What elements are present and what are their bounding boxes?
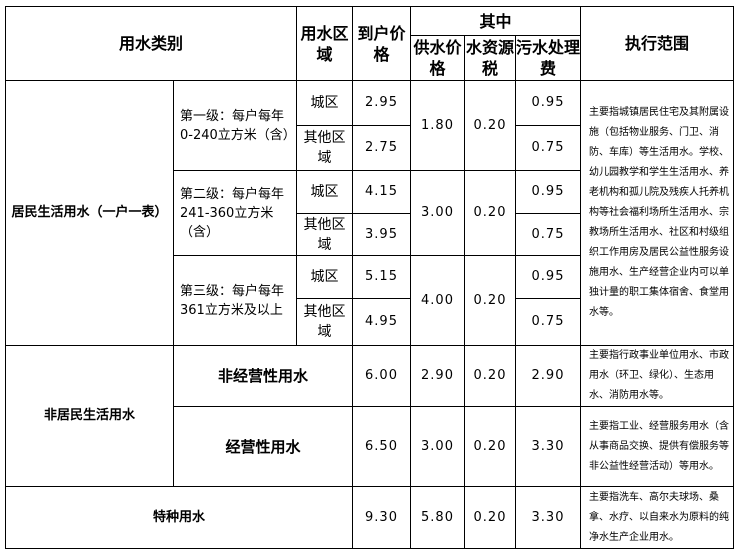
level-3-label: 第三级：每户每年361立方米及以上: [173, 255, 297, 346]
header-scope: 执行范围: [580, 6, 734, 81]
sewage: 3.30: [515, 486, 581, 549]
supply: 2.90: [410, 345, 465, 407]
sewage: 3.30: [515, 406, 581, 487]
tax: 0.20: [464, 80, 516, 171]
operating-scope: 主要指工业、经营服务用水（含从事商品交换、提供有偿服务等非公益性经营活动）等用水…: [580, 406, 734, 487]
price: 2.95: [352, 80, 411, 126]
header-category: 用水类别: [5, 6, 297, 81]
area: 城区: [296, 80, 353, 126]
supply: 4.00: [410, 255, 465, 346]
special-category: 特种用水: [5, 486, 353, 549]
price: 5.15: [352, 255, 411, 299]
area: 其他区域: [296, 213, 353, 256]
price: 9.30: [352, 486, 411, 549]
supply: 3.00: [410, 406, 465, 487]
price: 6.50: [352, 406, 411, 487]
area: 其他区域: [296, 125, 353, 171]
water-price-table: 用水类别 用水区域 到户价格 其中 执行范围 供水价格 水资源税 污水处理费 居…: [5, 6, 734, 549]
operating-label: 经营性用水: [173, 406, 353, 487]
tax: 0.20: [464, 486, 516, 549]
sewage: 0.75: [515, 125, 581, 171]
area: 城区: [296, 170, 353, 214]
sewage: 0.95: [515, 255, 581, 299]
level-2-label: 第二级：每户每年 241-360立方米（含）: [173, 170, 297, 256]
non-operating-scope: 主要指行政事业单位用水、市政用水（环卫、绿化）、生态用水、消防用水等。: [580, 345, 734, 407]
header-area: 用水区域: [296, 6, 353, 81]
sewage: 2.90: [515, 345, 581, 407]
price: 4.15: [352, 170, 411, 214]
header-supply: 供水价格: [410, 35, 465, 81]
tax: 0.20: [464, 345, 516, 407]
area: 城区: [296, 255, 353, 299]
supply: 1.80: [410, 80, 465, 171]
sewage: 0.75: [515, 298, 581, 346]
header-of-which: 其中: [410, 6, 581, 36]
tax: 0.20: [464, 406, 516, 487]
header-price: 到户价格: [352, 6, 411, 81]
resident-category: 居民生活用水（一户一表）: [5, 80, 174, 346]
area: 其他区域: [296, 298, 353, 346]
tax: 0.20: [464, 255, 516, 346]
special-scope: 主要指洗车、高尔夫球场、桑拿、水疗、以自来水为原料的纯净水生产企业用水。: [580, 486, 734, 549]
tax: 0.20: [464, 170, 516, 256]
level-1-label: 第一级：每户每年0-240立方米（含）: [173, 80, 297, 171]
price: 3.95: [352, 213, 411, 256]
sewage: 0.95: [515, 80, 581, 126]
non-resident-category: 非居民生活用水: [5, 345, 174, 487]
price: 4.95: [352, 298, 411, 346]
price: 6.00: [352, 345, 411, 407]
supply: 3.00: [410, 170, 465, 256]
resident-scope: 主要指城镇居民住宅及其附属设施（包括物业服务、门卫、消防、车库）等生活用水。学校…: [580, 80, 734, 346]
sewage: 0.95: [515, 170, 581, 214]
price: 2.75: [352, 125, 411, 171]
header-sewage: 污水处理费: [515, 35, 581, 81]
supply: 5.80: [410, 486, 465, 549]
sewage: 0.75: [515, 213, 581, 256]
header-resource-tax: 水资源税: [464, 35, 516, 81]
non-operating-label: 非经营性用水: [173, 345, 353, 407]
